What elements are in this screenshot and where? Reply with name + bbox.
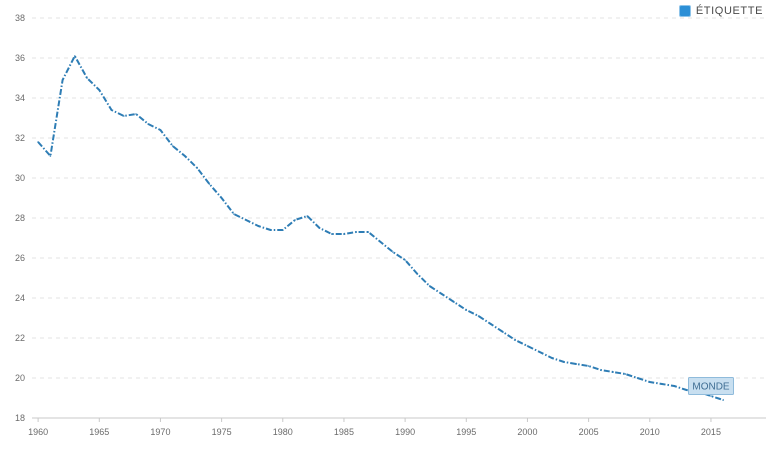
data-point (575, 363, 578, 365)
data-point (294, 219, 296, 221)
data-point (171, 145, 174, 147)
data-point (330, 233, 333, 235)
y-tick-label: 24 (15, 293, 25, 303)
x-tick-label: 2015 (701, 427, 721, 437)
y-tick-label: 30 (15, 173, 25, 183)
data-point (74, 55, 76, 57)
data-point (282, 229, 284, 231)
x-tick-label: 2010 (640, 427, 660, 437)
data-point (465, 309, 468, 311)
data-point (184, 155, 186, 157)
data-point (367, 231, 370, 233)
series-label-box (688, 377, 734, 395)
y-tick-label: 38 (15, 13, 25, 23)
series-label: MONDE (692, 382, 730, 393)
data-point (110, 109, 113, 111)
data-point (710, 395, 712, 397)
data-point (233, 213, 235, 215)
data-point (37, 141, 39, 143)
data-point (416, 273, 419, 275)
data-point (147, 123, 149, 125)
data-point (649, 381, 651, 383)
x-tick-label: 1980 (273, 427, 293, 437)
series-line (37, 55, 724, 401)
x-tick-label: 2000 (517, 427, 537, 437)
data-point (477, 315, 480, 317)
x-tick-label: 1970 (150, 427, 170, 437)
data-point (49, 155, 52, 157)
data-point (220, 197, 223, 199)
data-point (624, 373, 627, 375)
legend-swatch-icon (678, 5, 691, 17)
data-point (673, 385, 676, 387)
data-point (514, 339, 516, 341)
y-tick-label: 22 (15, 333, 25, 343)
data-point (685, 389, 688, 391)
data-point (343, 233, 345, 235)
y-tick-label: 26 (15, 253, 25, 263)
x-tick-label: 1960 (28, 427, 48, 437)
data-point (98, 89, 101, 91)
y-tick-label: 18 (15, 413, 25, 423)
data-point (661, 383, 663, 385)
data-point (563, 361, 565, 363)
data-point (538, 351, 541, 353)
data-point (379, 241, 382, 243)
y-tick-label: 32 (15, 133, 25, 143)
data-point (86, 77, 88, 79)
x-tick-label: 1965 (89, 427, 109, 437)
data-point (196, 167, 198, 169)
data-point (135, 113, 137, 115)
legend-label: ÉTIQUETTE (695, 5, 763, 17)
data-point (245, 219, 247, 221)
data-point (355, 231, 358, 233)
data-point (428, 285, 431, 287)
data-point (600, 369, 602, 371)
data-point (502, 331, 504, 333)
data-point (306, 215, 309, 217)
data-point (490, 323, 492, 325)
data-point (587, 365, 590, 367)
legend[interactable]: ÉTIQUETTE (678, 5, 763, 17)
data-point (612, 371, 614, 373)
x-tick-label: 1995 (456, 427, 476, 437)
data-point (441, 293, 443, 295)
x-tick-label: 1975 (212, 427, 232, 437)
data-point (159, 129, 162, 131)
y-tick-label: 34 (15, 93, 25, 103)
data-point (551, 357, 553, 359)
data-point (257, 225, 260, 227)
data-point (318, 227, 321, 229)
y-tick-label: 36 (15, 53, 25, 63)
data-point (404, 259, 406, 261)
data-point (636, 377, 639, 379)
x-tick-label: 2005 (579, 427, 599, 437)
data-point (61, 79, 64, 81)
y-tick-label: 20 (15, 373, 25, 383)
data-point (392, 251, 394, 253)
data-point (453, 301, 455, 303)
data-point (208, 183, 211, 185)
y-tick-label: 28 (15, 213, 25, 223)
x-tick-label: 1985 (334, 427, 354, 437)
data-point (526, 345, 529, 347)
data-point (269, 229, 272, 231)
data-point (722, 399, 724, 401)
x-tick-label: 1990 (395, 427, 415, 437)
data-point (123, 115, 125, 117)
